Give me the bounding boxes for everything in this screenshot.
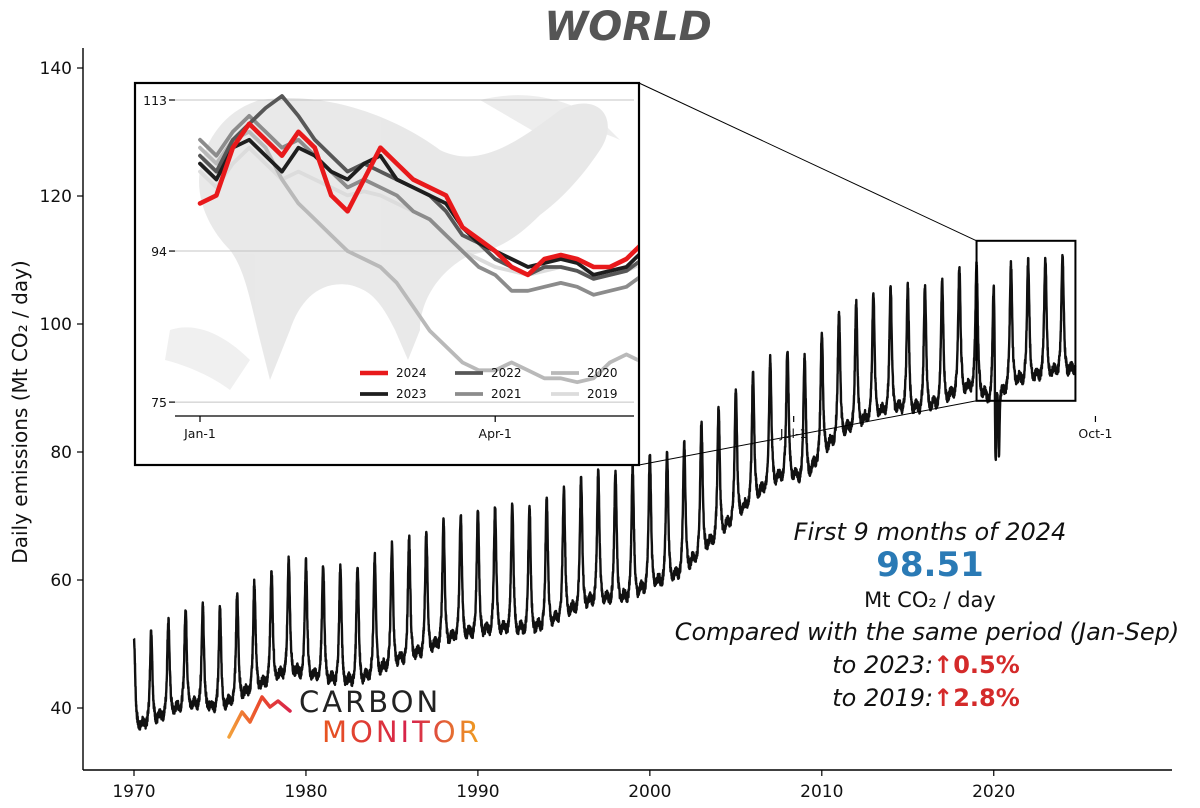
zoom-connector-top	[638, 82, 977, 242]
x-tick-label-1990: 1990	[456, 782, 499, 802]
inset-legend-label-2022: 2022	[491, 366, 522, 380]
x-tick-label-2020: 2020	[972, 782, 1015, 802]
inset-x-tick-label-Apr-1: Apr-1	[479, 426, 512, 441]
y-tick-label-40: 40	[50, 699, 72, 719]
horse-watermark-icon	[165, 95, 620, 390]
logo-text-monitor: MONITOR	[322, 715, 482, 749]
y-tick-label-120: 120	[40, 187, 72, 207]
inset-legend-label-2019: 2019	[587, 387, 618, 401]
zoom-connector-bottom	[638, 400, 977, 466]
summary-value: 98.51	[876, 545, 984, 585]
x-tick-label-1970: 1970	[112, 782, 155, 802]
zoom-box-group	[638, 82, 1077, 466]
summary-compare-heading: Compared with the same period (Jan-Sep)	[675, 618, 1180, 646]
carbon-monitor-logo: CARBON MONITOR	[227, 685, 482, 749]
series-line-world	[132, 253, 1077, 731]
summary-row-2023-prefix: to 2023:	[832, 651, 933, 679]
zoom-box	[975, 239, 1077, 402]
x-tick-label-1980: 1980	[284, 782, 327, 802]
summary-period: First 9 months of 2024	[794, 518, 1067, 546]
inset-x-tick-label-Jul-1: Jul-1	[779, 426, 808, 441]
inset-y-tick-label-75: 75	[151, 395, 167, 410]
y-tick-label-80: 80	[50, 443, 72, 463]
inset-series-line-2021	[198, 114, 638, 297]
summary-unit: Mt CO₂ / day	[864, 588, 996, 612]
inset-gridlines: 113 94 75	[143, 93, 634, 410]
inset-series-line-2019	[198, 145, 638, 277]
inset-x-tick-label-Oct-1: Oct-1	[1078, 426, 1112, 441]
inset-x-tick-label-Jan-1: Jan-1	[183, 426, 216, 441]
x-tick-label-2000: 2000	[628, 782, 671, 802]
inset-y-tick-label-94: 94	[151, 244, 167, 259]
chart-title: WORLD	[544, 4, 712, 50]
inset-series	[197, 94, 638, 385]
inset-axes: Jan-1 Apr-1 Jul-1 Oct-1	[175, 415, 1112, 441]
inset-legend-label-2020: 2020	[587, 366, 618, 380]
inset-series-line-2020	[198, 129, 638, 385]
inset-legend: 2024 2023 2022 2021 2020 2019	[360, 366, 618, 401]
summary-annotation: First 9 months of 2024 98.51 Mt CO₂ / da…	[675, 518, 1180, 712]
summary-row-2019: to 2019:↑2.8%	[832, 684, 1020, 712]
y-tick-label-100: 100	[40, 315, 72, 335]
y-axis-label: Daily emissions (Mt CO₂ / day)	[8, 260, 32, 563]
y-tick-label-60: 60	[50, 571, 72, 591]
summary-row-2019-change: ↑2.8%	[933, 684, 1020, 712]
inset-series-line-2024	[197, 121, 638, 278]
inset-series-line-2023	[198, 137, 638, 277]
summary-row-2023-change: ↑0.5%	[933, 651, 1020, 679]
y-tick-label-140: 140	[40, 59, 72, 79]
x-tick-label-2010: 2010	[800, 782, 843, 802]
main-axis-ticks: 1970 1980 1990 2000 2010 2020 40 60 80 100 120 140	[40, 59, 1016, 802]
inset-legend-label-2023: 2023	[396, 387, 427, 401]
summary-row-2023: to 2023:↑0.5%	[832, 651, 1020, 679]
inset-legend-label-2024: 2024	[396, 366, 427, 380]
logo-mark-icon	[227, 695, 292, 739]
inset-y-tick-label-113: 113	[143, 93, 167, 108]
inset-legend-label-2021: 2021	[491, 387, 522, 401]
summary-row-2019-prefix: to 2019:	[832, 684, 933, 712]
logo-text-carbon: CARBON	[299, 685, 441, 719]
